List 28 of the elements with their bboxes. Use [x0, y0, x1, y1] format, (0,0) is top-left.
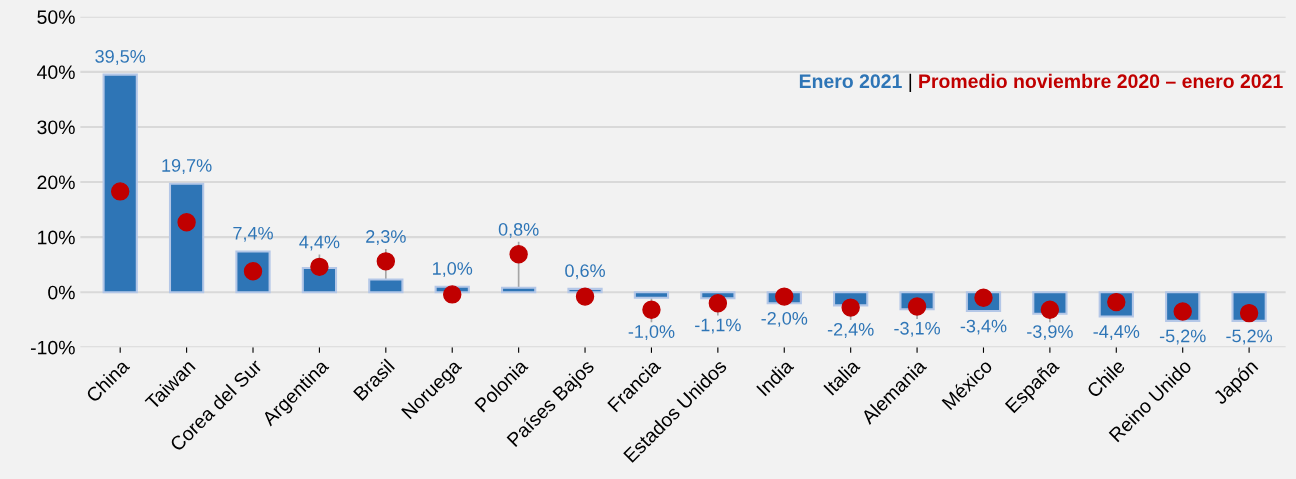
y-tick-label: -10%: [30, 340, 75, 355]
data-label: 19,7%: [162, 159, 212, 174]
data-label: -2,0%: [761, 311, 808, 327]
data-label: -2,4%: [827, 322, 874, 338]
data-label: -3,9%: [1027, 325, 1073, 341]
data-label: 2,3%: [366, 230, 406, 246]
y-tick-label: 20%: [37, 175, 75, 190]
data-label: -4,4%: [1093, 325, 1140, 341]
text: Promedio noviembre 2020 – enero 2021: [919, 73, 1283, 89]
data-label: 0,8%: [498, 222, 539, 238]
data-label: 1,0%: [433, 262, 473, 277]
y-tick-label: 30%: [37, 120, 75, 135]
y-tick-label: 10%: [38, 230, 75, 245]
data-label: 7,4%: [233, 226, 273, 242]
y-tick-label: 0%: [48, 285, 75, 300]
data-label: -3,1%: [894, 321, 941, 337]
data-label: -1,1%: [695, 318, 741, 334]
y-tick-label: 40%: [37, 65, 75, 80]
text: Enero 2021: [799, 74, 902, 89]
data-label: 4,4%: [299, 235, 340, 251]
data-label: -3,4%: [960, 319, 1007, 335]
data-label: 39,5%: [95, 49, 146, 65]
data-label: -5,2%: [1159, 329, 1206, 345]
y-tick-label: 50%: [37, 10, 75, 24]
annotation: |: [909, 73, 912, 92]
data-label: -1,0%: [628, 325, 675, 341]
data-label: -5,2%: [1226, 329, 1273, 345]
data-label: 0,6%: [565, 264, 605, 280]
